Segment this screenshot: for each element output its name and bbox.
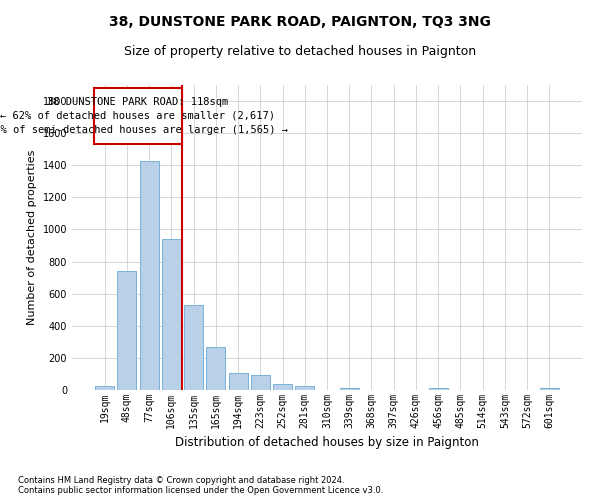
X-axis label: Distribution of detached houses by size in Paignton: Distribution of detached houses by size …	[175, 436, 479, 450]
Text: 37% of semi-detached houses are larger (1,565) →: 37% of semi-detached houses are larger (…	[0, 124, 288, 134]
Bar	[184, 305, 203, 390]
Bar	[229, 373, 248, 390]
Text: Contains HM Land Registry data © Crown copyright and database right 2024.: Contains HM Land Registry data © Crown c…	[18, 476, 344, 485]
Text: Contains public sector information licensed under the Open Government Licence v3: Contains public sector information licen…	[18, 486, 383, 495]
Bar	[140, 161, 158, 390]
Bar	[162, 239, 181, 390]
Bar	[118, 271, 136, 390]
Text: ← 62% of detached houses are smaller (2,617): ← 62% of detached houses are smaller (2,…	[1, 111, 275, 121]
Text: 38, DUNSTONE PARK ROAD, PAIGNTON, TQ3 3NG: 38, DUNSTONE PARK ROAD, PAIGNTON, TQ3 3N…	[109, 15, 491, 29]
Bar	[251, 375, 270, 390]
Bar	[206, 348, 225, 390]
Bar	[95, 386, 114, 390]
Bar	[429, 388, 448, 390]
Text: 38 DUNSTONE PARK ROAD: 118sqm: 38 DUNSTONE PARK ROAD: 118sqm	[47, 97, 229, 107]
Text: Size of property relative to detached houses in Paignton: Size of property relative to detached ho…	[124, 45, 476, 58]
Y-axis label: Number of detached properties: Number of detached properties	[27, 150, 37, 325]
Bar	[94, 88, 182, 144]
Bar	[273, 384, 292, 390]
Bar	[540, 388, 559, 390]
Bar	[295, 386, 314, 390]
Bar	[340, 388, 359, 390]
